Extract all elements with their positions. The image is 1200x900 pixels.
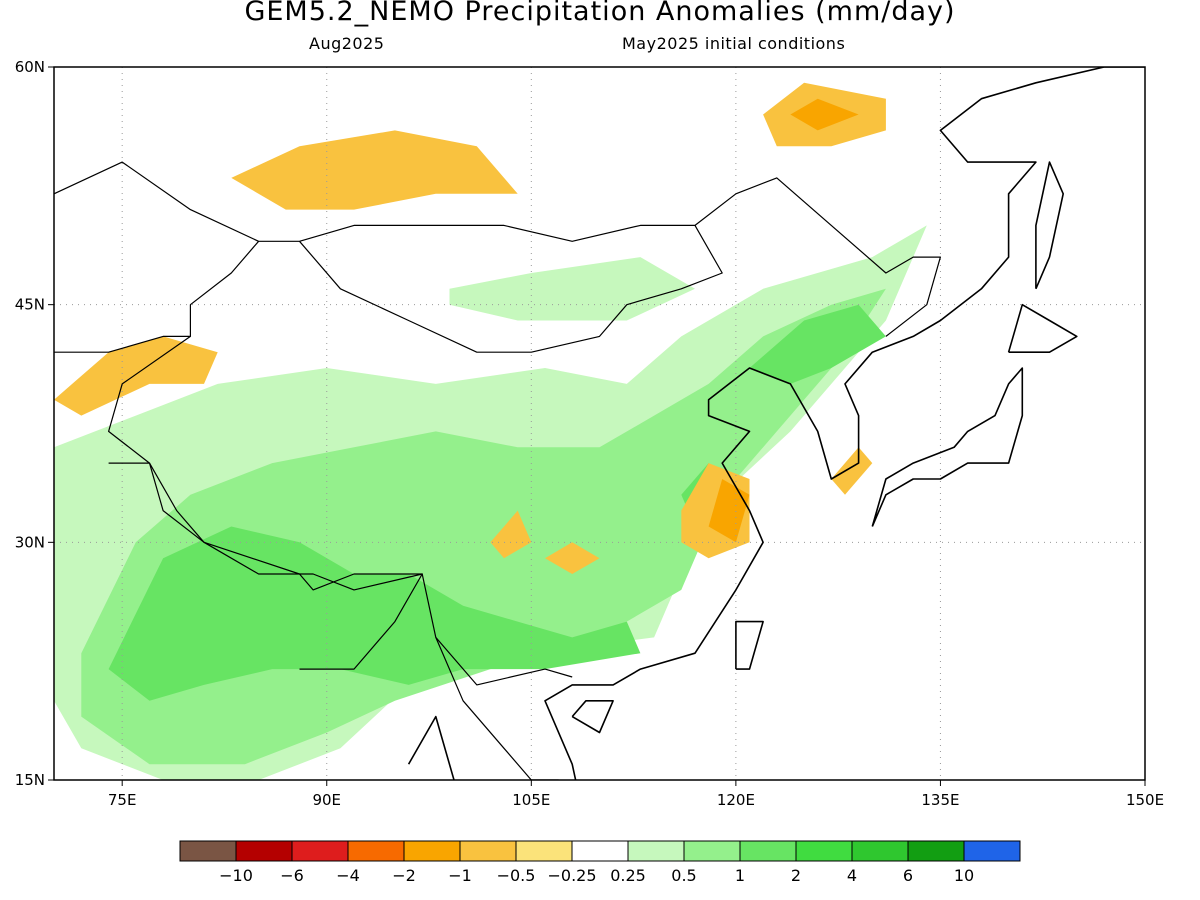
colorbar-swatch bbox=[179, 840, 237, 862]
colorbar-swatch bbox=[963, 840, 1021, 862]
colorbar-label: 0.25 bbox=[610, 866, 646, 885]
anomaly-patch-3 bbox=[108, 526, 641, 701]
anomaly-patch-12 bbox=[831, 447, 873, 495]
colorbar-label: −1 bbox=[448, 866, 472, 885]
month-subtitle: Aug2025 bbox=[309, 34, 385, 53]
y-tick-label: 60N bbox=[15, 58, 45, 76]
colorbar-label: −4 bbox=[336, 866, 360, 885]
colorbar-label: 4 bbox=[847, 866, 857, 885]
colorbar-label: 6 bbox=[903, 866, 913, 885]
colorbar-swatch bbox=[347, 840, 405, 862]
colorbar-swatch bbox=[627, 840, 685, 862]
colorbar: −10 −6 −4 −2 −1 −0.5 −0.25 0.25 0.5 1 2 4 6 10 bbox=[179, 840, 1021, 885]
anomaly-patch-8 bbox=[54, 336, 218, 416]
coastline-layer bbox=[54, 67, 1145, 780]
colorbar-label: −0.25 bbox=[547, 866, 596, 885]
plot-frame bbox=[53, 66, 1146, 781]
colorbar-label: −6 bbox=[280, 866, 304, 885]
anomaly-patch-13 bbox=[708, 479, 750, 543]
sakhalin-coast bbox=[1035, 161, 1064, 290]
colorbar-label: −2 bbox=[392, 866, 416, 885]
central-asia-border bbox=[54, 240, 260, 353]
anomaly-fill-layer bbox=[54, 82, 927, 780]
taiwan-coast bbox=[735, 620, 764, 670]
china-west-border bbox=[107, 335, 573, 686]
x-tick-label: 75E bbox=[108, 791, 137, 809]
colorbar-label: −0.5 bbox=[497, 866, 536, 885]
colorbar-swatch bbox=[291, 840, 349, 862]
init-conditions-subtitle: May2025 initial conditions bbox=[622, 34, 846, 53]
chart-title: GEM5.2_NEMO Precipitation Anomalies (mm/… bbox=[244, 0, 956, 27]
colorbar-swatch bbox=[403, 840, 461, 862]
mongolia-china-border bbox=[299, 225, 723, 353]
colorbar-label: 10 bbox=[954, 866, 974, 885]
colorbar-swatch bbox=[739, 840, 797, 862]
x-tick-label: 90E bbox=[312, 791, 341, 809]
colorbar-swatch bbox=[795, 840, 853, 862]
anomaly-patch-11 bbox=[545, 542, 600, 574]
hainan-coast bbox=[571, 699, 614, 734]
anomaly-patch-1 bbox=[449, 257, 695, 321]
x-tick-label: 150E bbox=[1126, 791, 1164, 809]
colorbar-swatch bbox=[515, 840, 573, 862]
y-tick-label: 45N bbox=[15, 296, 45, 314]
southeast-asia-border bbox=[435, 637, 559, 780]
colorbar-label: 0.5 bbox=[671, 866, 696, 885]
japan-coast bbox=[871, 367, 1024, 527]
x-tick-label: 120E bbox=[717, 791, 755, 809]
x-tick-label: 105E bbox=[512, 791, 550, 809]
india-north-border bbox=[108, 462, 423, 670]
colorbar-swatch bbox=[571, 840, 629, 862]
colorbar-swatch bbox=[907, 840, 965, 862]
asia-mainland-coast bbox=[407, 67, 1145, 780]
anomaly-patch-4 bbox=[749, 304, 886, 384]
axis-labels: 75E 90E 105E 120E 135E 150E 60N 45N 30N 15N bbox=[15, 58, 1164, 809]
y-tick-label: 30N bbox=[15, 533, 45, 551]
colorbar-label: 1 bbox=[735, 866, 745, 885]
colorbar-swatch bbox=[683, 840, 741, 862]
colorbar-swatch bbox=[851, 840, 909, 862]
x-tick-label: 135E bbox=[921, 791, 959, 809]
anomaly-patch-10 bbox=[490, 510, 532, 559]
y-tick-label: 15N bbox=[15, 771, 45, 789]
anomaly-patch-14 bbox=[790, 98, 859, 131]
hokkaido-coast bbox=[1007, 303, 1078, 354]
colorbar-swatch bbox=[459, 840, 517, 862]
colorbar-label: −10 bbox=[219, 866, 253, 885]
anomaly-patch-6 bbox=[231, 130, 518, 210]
colorbar-label: 2 bbox=[791, 866, 801, 885]
colorbar-swatch bbox=[235, 840, 293, 862]
